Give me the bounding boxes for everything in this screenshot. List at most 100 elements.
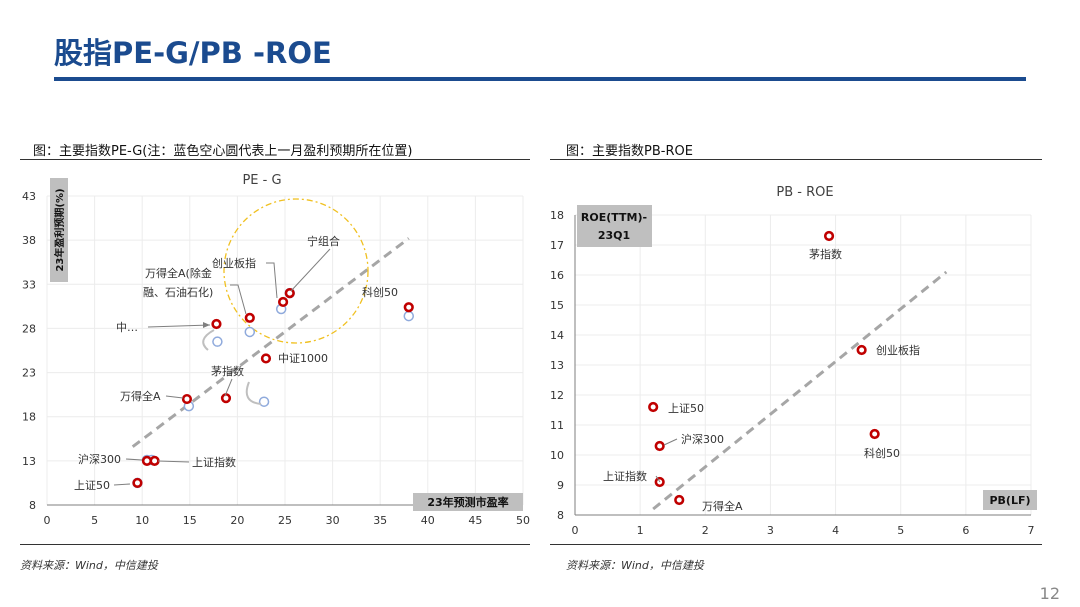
- prev-month-point: [244, 326, 256, 338]
- x-tick-label: 7: [1028, 524, 1035, 537]
- y-tick-label: 8: [557, 509, 564, 522]
- x-tick-label: 6: [962, 524, 969, 537]
- x-tick-label: 50: [516, 514, 530, 527]
- right-chart-caption: 图：主要指数PB-ROE: [566, 144, 693, 159]
- y-tick-label: 17: [550, 239, 564, 252]
- left-source-note: 资料来源：Wind，中信建投: [20, 559, 158, 572]
- leader-line: [655, 475, 661, 483]
- leader-line: [157, 460, 190, 463]
- leader-line: [663, 438, 678, 446]
- leader-arrow: [147, 324, 211, 328]
- data-point: [132, 477, 143, 489]
- leader-line: [290, 248, 331, 292]
- prev-month-point: [258, 396, 270, 407]
- data-point: [220, 393, 232, 404]
- data-point: [284, 288, 295, 299]
- data-label: 创业板指: [212, 256, 256, 270]
- y-axis-label: ROE(TTM)-: [581, 211, 647, 224]
- leader-line: [165, 395, 184, 399]
- arrow-head: [203, 322, 210, 328]
- data-label: 沪深300: [78, 452, 121, 466]
- data-label: 中…: [116, 321, 138, 334]
- y-tick-label: 12: [550, 389, 564, 402]
- y-tick-label: 9: [557, 479, 564, 492]
- leader-line: [125, 458, 143, 461]
- data-point: [211, 318, 222, 330]
- right-caption-rule: [550, 159, 1042, 160]
- data-point: [648, 401, 659, 413]
- data-label: 茅指数: [809, 247, 842, 261]
- y-tick-label: 33: [22, 278, 36, 291]
- highlight-circle: [223, 198, 369, 344]
- x-tick-label: 30: [326, 514, 340, 527]
- data-label: 科创50: [362, 285, 398, 299]
- y-tick-label: 16: [550, 269, 564, 282]
- x-tick-label: 40: [421, 514, 435, 527]
- y-tick-label: 38: [22, 234, 36, 247]
- chart-title: PE - G: [242, 173, 281, 188]
- data-label: 茅指数: [211, 364, 244, 378]
- y-axis-label: 23年盈利预期(%): [53, 188, 66, 271]
- title-rule: [54, 77, 1026, 81]
- data-label: 沪深300: [681, 432, 724, 446]
- data-label: 融、石油石化): [143, 285, 213, 299]
- ylabel-box: [50, 178, 68, 282]
- x-tick-label: 15: [183, 514, 197, 527]
- x-tick-label: 5: [91, 514, 98, 527]
- data-label: 上证指数: [192, 455, 236, 469]
- ylabel-box: [577, 205, 652, 247]
- move-arrow: [245, 381, 262, 405]
- trend-line: [652, 270, 948, 511]
- data-label: 上证50: [668, 402, 704, 415]
- data-label: 万得全A: [120, 389, 161, 403]
- y-tick-label: 11: [550, 419, 564, 432]
- x-tick-label: 0: [44, 514, 51, 527]
- x-tick-label: 35: [373, 514, 387, 527]
- x-tick-label: 3: [767, 524, 774, 537]
- y-tick-label: 13: [22, 455, 36, 468]
- right-footer-rule: [550, 544, 1042, 545]
- leader-line: [230, 284, 247, 315]
- data-point: [823, 230, 835, 242]
- data-label: 科创50: [864, 446, 900, 460]
- y-tick-label: 10: [550, 449, 564, 462]
- x-tick-label: 5: [897, 524, 904, 537]
- y-tick-label: 13: [550, 359, 564, 372]
- y-tick-label: 18: [550, 209, 564, 222]
- x-tick-label: 2: [702, 524, 709, 537]
- prev-month-point: [403, 310, 415, 322]
- x-axis-label: PB(LF): [989, 494, 1030, 507]
- y-tick-label: 18: [22, 411, 36, 424]
- prev-month-point: [212, 336, 223, 347]
- trend-line: [131, 237, 410, 448]
- y-tick-label: 23: [22, 367, 36, 380]
- x-tick-label: 1: [637, 524, 644, 537]
- data-label: 上证50: [74, 479, 110, 492]
- page-title: 股指PE-G/PB -ROE: [54, 36, 332, 70]
- data-point: [260, 353, 272, 364]
- data-label: 中证1000: [278, 352, 328, 365]
- leader-line: [266, 262, 278, 299]
- page-number: 12: [1039, 584, 1060, 603]
- x-tick-label: 45: [468, 514, 482, 527]
- data-point: [244, 312, 255, 323]
- data-label: 宁组合: [307, 234, 340, 248]
- y-tick-label: 14: [550, 329, 564, 342]
- x-tick-label: 0: [572, 524, 579, 537]
- x-axis-label: 23年预测市盈率: [427, 495, 508, 509]
- left-caption-rule: [20, 159, 530, 160]
- x-tick-label: 10: [135, 514, 149, 527]
- leader-line: [224, 378, 233, 397]
- y-tick-label: 43: [22, 190, 36, 203]
- y-tick-label: 8: [29, 499, 36, 512]
- right-source-note: 资料来源：Wind，中信建投: [566, 559, 704, 572]
- data-point: [149, 455, 160, 466]
- x-tick-label: 25: [278, 514, 292, 527]
- x-tick-label: 20: [230, 514, 244, 527]
- chart-title: PB - ROE: [776, 185, 833, 200]
- data-label: 上证指数: [603, 469, 647, 483]
- data-point: [869, 428, 880, 440]
- data-label: 万得全A: [702, 499, 743, 513]
- data-point: [674, 494, 685, 506]
- data-point: [277, 296, 289, 308]
